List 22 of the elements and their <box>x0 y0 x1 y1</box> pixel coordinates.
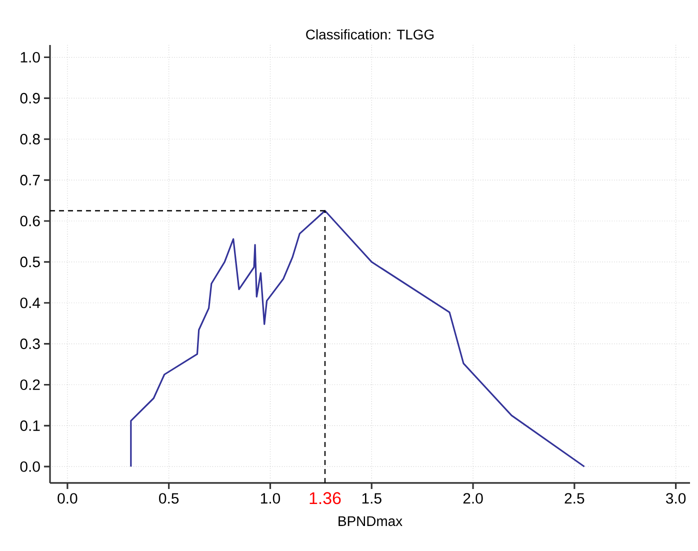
line-series <box>130 210 586 468</box>
y-tick-label: 0.2 <box>20 379 40 390</box>
y-tick-label: 0.3 <box>20 338 40 350</box>
y-tick-label: 0.0 <box>20 461 40 472</box>
x-axis-title: BPNDmax <box>338 516 402 526</box>
text: 1.36 <box>310 492 341 504</box>
y-tick-label: 0.4 <box>20 298 40 308</box>
x-tick-label: 0.5 <box>159 493 179 504</box>
x-tick-label: 3.0 <box>666 493 686 504</box>
y-tick-label: 0.6 <box>20 216 40 226</box>
y-tick-label: 0.9 <box>20 92 40 104</box>
y-tick-label: 0.8 <box>20 134 40 144</box>
y-tick-label: 0.1 <box>20 420 40 431</box>
y-tick-label: 1.0 <box>20 52 40 63</box>
chart-title: Classification: TLGG <box>306 29 434 40</box>
y-tick-label: 0.7 <box>20 174 40 186</box>
x-tick-label: 2.5 <box>564 493 584 504</box>
y-tick-label: 0.5 <box>20 256 40 268</box>
x-tick-label: 1.0 <box>260 493 280 504</box>
x-tick-label: 2.0 <box>463 493 483 504</box>
x-tick-label: 1.5 <box>362 493 382 504</box>
x-tick-label: 0.0 <box>58 493 78 504</box>
